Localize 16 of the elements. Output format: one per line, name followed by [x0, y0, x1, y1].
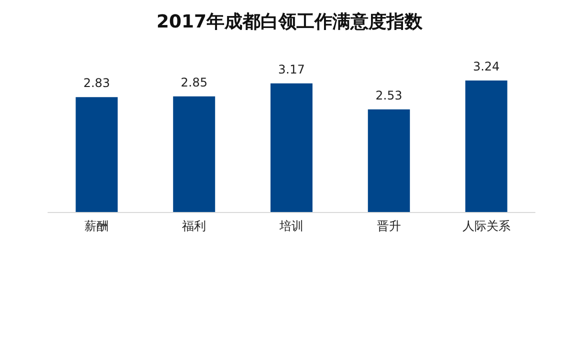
x-tick-label: 薪酬 [84, 219, 109, 233]
bar [368, 109, 410, 212]
data-label: 2.85 [180, 75, 208, 90]
x-tick-label: 人际关系 [462, 219, 510, 233]
data-label: 3.24 [472, 60, 500, 74]
bar [270, 83, 312, 212]
chart-title: 2017年成都白领工作满意度指数 [156, 12, 424, 32]
x-tick-label: 培训 [278, 219, 304, 233]
x-tick-label: 福利 [182, 219, 206, 233]
data-label: 3.17 [278, 62, 305, 76]
bar [76, 97, 118, 212]
data-label: 2.53 [376, 88, 402, 102]
bar [173, 96, 216, 212]
x-tick-label: 晋升 [376, 219, 401, 233]
bar [465, 80, 508, 212]
data-label: 2.83 [83, 76, 110, 90]
